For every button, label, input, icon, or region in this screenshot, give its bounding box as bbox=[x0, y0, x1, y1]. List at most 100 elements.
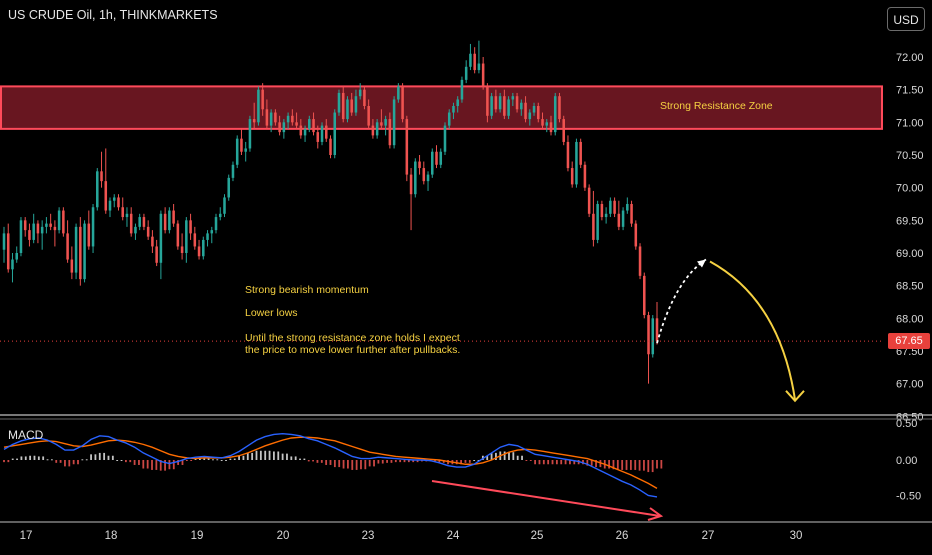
macd-histogram-bar bbox=[7, 460, 10, 463]
macd-histogram-bar bbox=[59, 460, 62, 463]
macd-histogram-bar bbox=[133, 460, 136, 465]
macd-histogram-bar bbox=[72, 460, 75, 465]
candle-body bbox=[299, 125, 303, 136]
macd-histogram-bar bbox=[16, 458, 18, 460]
candle bbox=[244, 141, 247, 162]
candle bbox=[553, 92, 557, 136]
candle bbox=[108, 197, 112, 218]
macd-histogram-bar bbox=[303, 458, 306, 460]
macd-histogram-bar bbox=[242, 455, 245, 460]
candle bbox=[185, 217, 188, 263]
macd-histogram-bar bbox=[259, 450, 262, 460]
candle bbox=[333, 109, 337, 159]
candle-body bbox=[503, 96, 506, 116]
candle bbox=[142, 213, 146, 231]
candle-body bbox=[460, 79, 464, 100]
macd-histogram-bar bbox=[508, 452, 510, 460]
macd-histogram-bar bbox=[164, 460, 166, 471]
macd-histogram-bar bbox=[50, 459, 53, 461]
candle-body bbox=[320, 125, 324, 142]
macd-histogram-bar bbox=[124, 460, 127, 463]
candle-body bbox=[36, 223, 40, 234]
candle bbox=[66, 220, 69, 263]
macd-histogram-bar bbox=[229, 458, 232, 460]
currency-button[interactable]: USD bbox=[887, 7, 925, 31]
candle bbox=[218, 207, 222, 221]
candle-body bbox=[206, 233, 209, 240]
candle-body bbox=[329, 138, 332, 155]
candle-body bbox=[155, 246, 158, 263]
macd-histogram-bar bbox=[529, 460, 532, 461]
candle-body bbox=[176, 223, 180, 247]
candle-body bbox=[291, 115, 294, 123]
candle-body bbox=[45, 223, 48, 227]
candle bbox=[490, 92, 493, 120]
macd-histogram-bar bbox=[473, 460, 476, 461]
candle-body bbox=[486, 86, 489, 116]
candle bbox=[647, 311, 650, 384]
candle bbox=[507, 96, 510, 120]
candle-body bbox=[384, 119, 387, 126]
candle-body bbox=[15, 252, 18, 260]
target-arrowhead bbox=[785, 390, 805, 403]
candle bbox=[2, 226, 6, 263]
candle bbox=[380, 109, 383, 129]
macd-histogram-bar bbox=[638, 460, 641, 471]
bounce-arrowhead bbox=[697, 259, 706, 268]
candle-body bbox=[570, 168, 574, 185]
price-axis-label: 69.50 bbox=[896, 215, 924, 227]
candle bbox=[257, 86, 260, 126]
candle bbox=[223, 194, 226, 218]
candle-body bbox=[422, 168, 426, 182]
candle-body bbox=[392, 99, 396, 146]
candle bbox=[19, 217, 23, 257]
candle-body bbox=[367, 105, 370, 126]
candle-body bbox=[303, 128, 307, 136]
candle-body bbox=[104, 181, 108, 211]
candle-body bbox=[159, 213, 163, 263]
candle-body bbox=[49, 223, 52, 227]
macd-histogram-bar bbox=[621, 460, 624, 470]
candle-body bbox=[265, 109, 269, 126]
candle bbox=[630, 200, 633, 227]
macd-histogram-bar bbox=[538, 460, 541, 465]
candle-body bbox=[507, 99, 510, 116]
candle-body bbox=[626, 203, 629, 211]
candle bbox=[515, 92, 519, 113]
candle bbox=[634, 220, 638, 250]
candle bbox=[609, 197, 612, 218]
candle bbox=[354, 89, 358, 116]
candle bbox=[469, 43, 472, 71]
macd-histogram-bar bbox=[320, 460, 323, 463]
candle bbox=[651, 315, 655, 358]
candle bbox=[617, 200, 621, 231]
candle bbox=[62, 207, 65, 237]
candle-body bbox=[418, 161, 421, 169]
macd-histogram-bar bbox=[342, 460, 345, 469]
candle bbox=[112, 194, 116, 208]
candle-body bbox=[592, 213, 595, 240]
candle bbox=[600, 200, 604, 221]
candle bbox=[49, 213, 52, 231]
candle bbox=[346, 96, 349, 123]
macd-histogram-bar bbox=[216, 459, 219, 461]
macd-histogram-bar bbox=[11, 458, 14, 460]
macd-histogram-bar bbox=[333, 460, 336, 468]
macd-histogram-bar bbox=[364, 460, 367, 470]
macd-histogram-bar bbox=[264, 450, 267, 460]
candle-body bbox=[32, 223, 35, 240]
candle bbox=[626, 197, 629, 214]
candle-body bbox=[142, 217, 146, 227]
macd-histogram-bar bbox=[33, 455, 36, 460]
macd-histogram-bar bbox=[185, 460, 188, 461]
candle-body bbox=[617, 213, 621, 227]
candle-body bbox=[469, 53, 472, 67]
macd-histogram-bar bbox=[338, 460, 341, 468]
candle-body bbox=[193, 233, 197, 247]
resistance-zone bbox=[0, 85, 883, 130]
candle-body bbox=[57, 210, 61, 231]
candle bbox=[549, 115, 553, 136]
candle bbox=[134, 223, 137, 240]
